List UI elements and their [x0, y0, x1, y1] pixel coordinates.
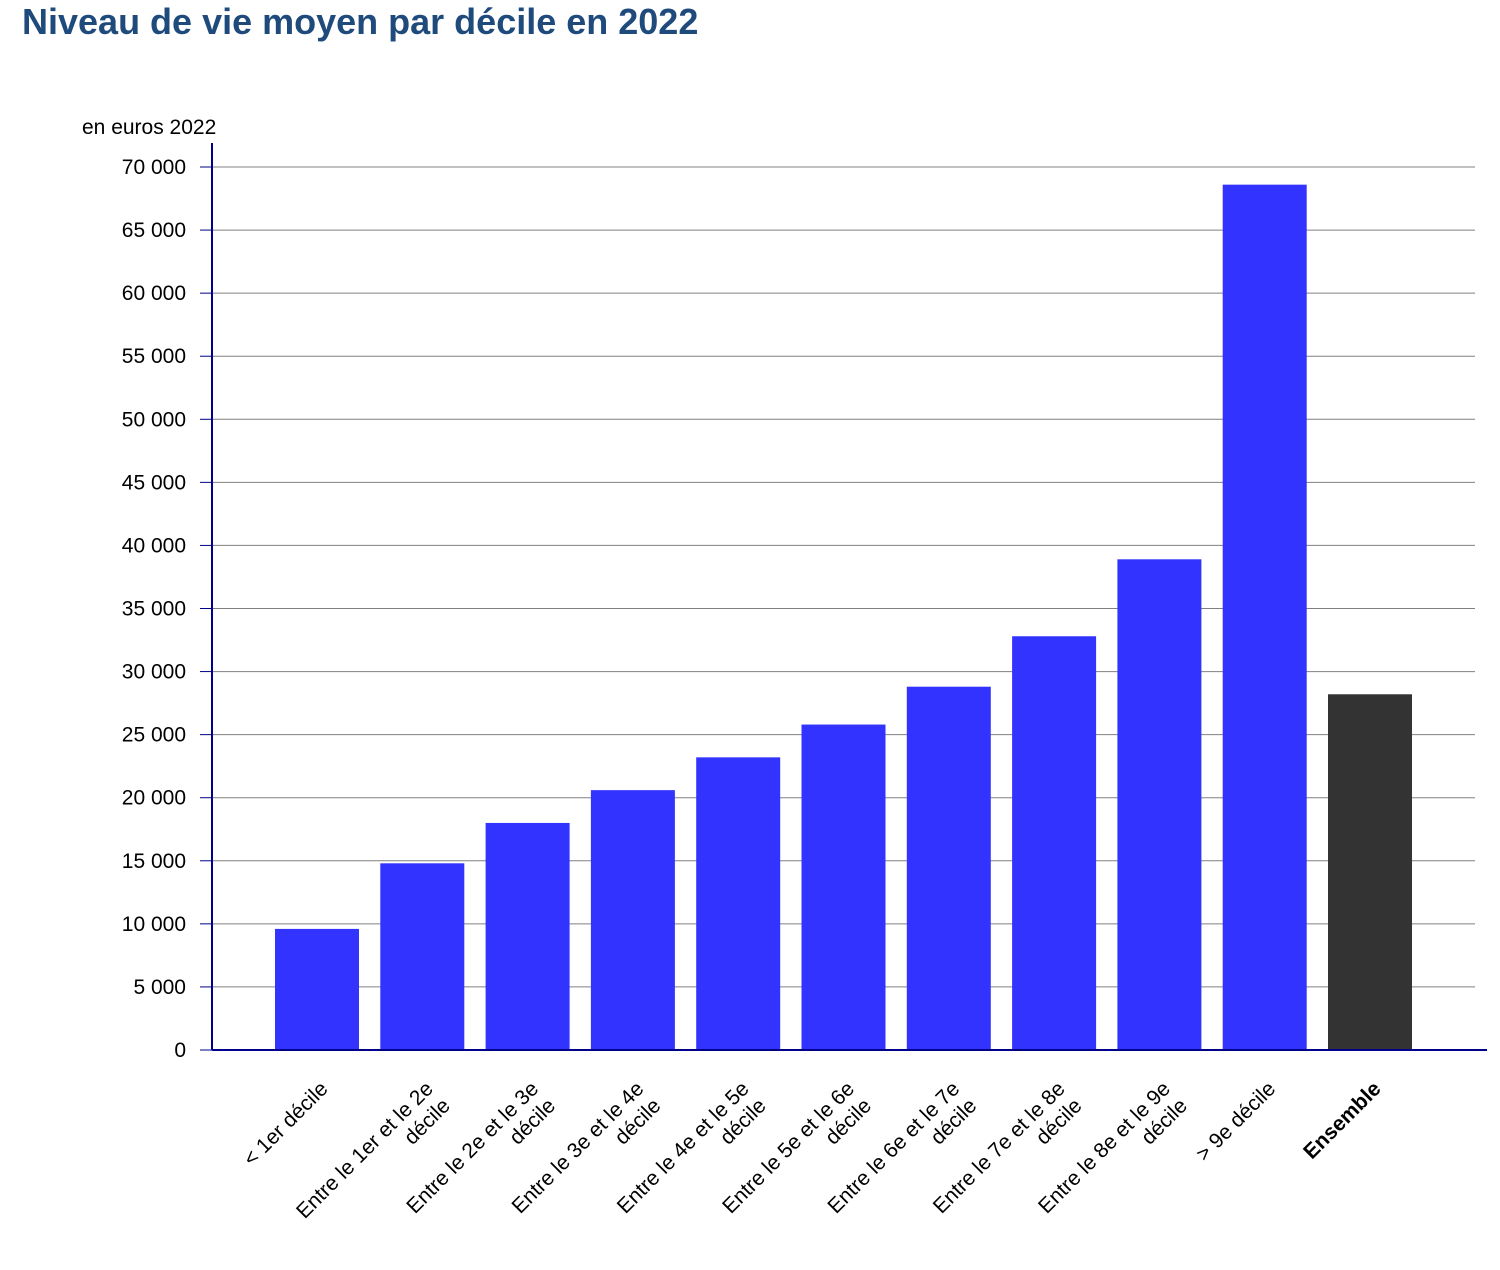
y-tick-label: 65 000	[122, 219, 186, 242]
y-tick-label: 25 000	[122, 724, 186, 747]
y-tick-label: 55 000	[122, 345, 186, 368]
y-axis-ticks: 0 5 000 10 000 15 000 20 000 25 000 30 000 35 0…	[122, 156, 212, 1062]
y-tick-label: 5 000	[133, 976, 186, 999]
bar	[380, 863, 465, 1050]
y-tick-label: 30 000	[122, 661, 186, 684]
y-tick-label: 70 000	[122, 156, 186, 179]
bar	[485, 822, 570, 1050]
x-category-label: Ensemble	[1299, 1077, 1385, 1163]
y-tick-label: 45 000	[122, 471, 186, 494]
y-axis-unit-label: en euros 2022	[82, 116, 216, 139]
y-tick-label: 50 000	[122, 408, 186, 431]
axes	[211, 143, 1487, 1051]
bar	[1222, 184, 1307, 1050]
y-tick-label: 60 000	[122, 282, 186, 305]
bar	[1117, 559, 1202, 1050]
bar	[275, 928, 359, 1050]
bar-ensemble	[1328, 694, 1412, 1050]
bar	[696, 757, 781, 1050]
y-tick-label: 20 000	[122, 787, 186, 810]
bar	[590, 790, 675, 1050]
y-tick-label: 10 000	[122, 913, 186, 936]
x-category-label: > 9e décile	[1192, 1077, 1281, 1166]
bar	[1012, 636, 1097, 1050]
chart-title: Niveau de vie moyen par décile en 2022	[22, 1, 699, 42]
y-tick-label: 15 000	[122, 850, 186, 873]
y-tick-label: 0	[174, 1039, 186, 1062]
x-category-label-line: Ensemble	[1299, 1077, 1385, 1163]
x-category-label-line: > 9e décile	[1192, 1077, 1281, 1166]
bar	[801, 724, 886, 1050]
x-category-label: < 1er décile	[239, 1077, 332, 1170]
bar	[906, 686, 991, 1050]
x-category-label-line: < 1er décile	[239, 1077, 332, 1170]
bars	[275, 184, 1412, 1050]
y-tick-label: 35 000	[122, 598, 186, 621]
y-tick-label: 40 000	[122, 534, 186, 557]
